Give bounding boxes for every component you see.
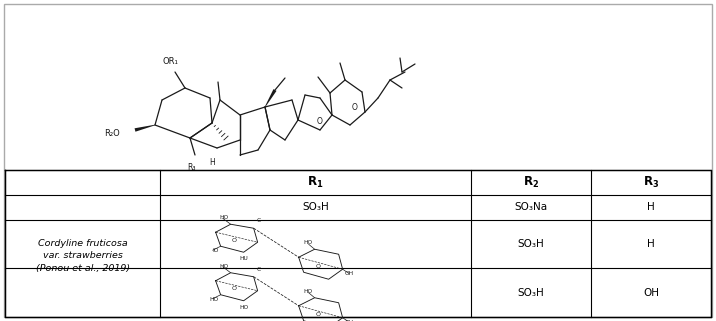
Text: SO₃H: SO₃H [518,239,544,249]
Text: O: O [315,312,320,317]
Text: Cordyline fruticosa
var. strawberries
(Ponou et al., 2019): Cordyline fruticosa var. strawberries (P… [36,239,130,273]
Text: SO₃H: SO₃H [302,203,329,213]
Text: OH: OH [344,320,354,321]
Text: HO: HO [239,305,248,310]
Text: HO: HO [220,264,228,269]
Text: HO: HO [220,215,228,220]
Text: SO₃Na: SO₃Na [514,203,548,213]
Text: H: H [647,203,655,213]
Text: O: O [231,238,236,243]
Polygon shape [265,89,276,107]
Text: IO: IO [212,248,218,253]
Text: HU: HU [239,256,248,261]
Text: HO: HO [304,289,313,294]
Text: O: O [352,103,358,112]
Polygon shape [135,125,155,132]
Text: H: H [647,239,655,249]
Text: OH: OH [344,271,354,276]
Text: $\mathbf{R_2}$: $\mathbf{R_2}$ [523,175,539,190]
Text: O: O [317,117,323,126]
Text: $\mathbf{R_1}$: $\mathbf{R_1}$ [307,175,324,190]
Text: O: O [315,264,320,269]
Text: SO₃H: SO₃H [518,288,544,298]
Text: $\mathbf{R_3}$: $\mathbf{R_3}$ [643,175,659,190]
Text: C: C [256,267,261,272]
Text: R₂O: R₂O [105,128,120,137]
Text: H: H [209,158,215,167]
Text: OH: OH [643,288,659,298]
Text: O: O [231,286,236,291]
Text: C: C [256,218,261,223]
Text: OR₁: OR₁ [162,57,178,66]
Text: R₃: R₃ [188,163,196,172]
Text: HO: HO [304,240,313,245]
Text: HO: HO [210,297,218,302]
